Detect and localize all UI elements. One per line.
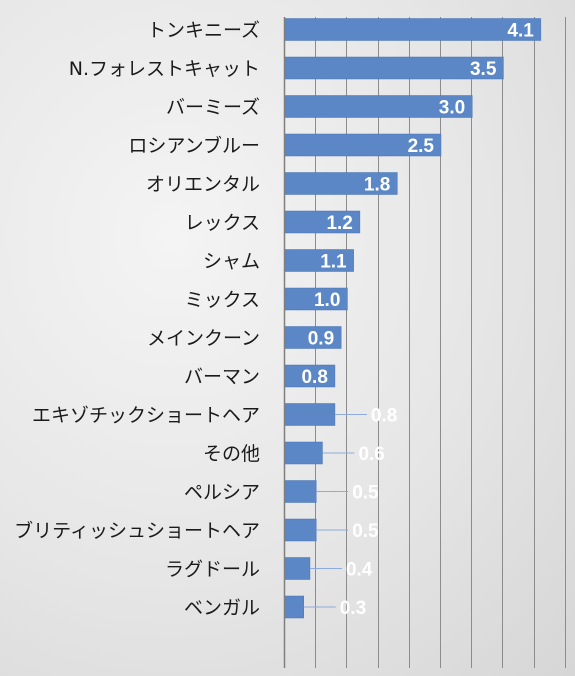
- value-labels: 4.1 3.53.02.5 1.8 1.2 1.1 1.0 0.9 0.8 0.8 0.6 0.5 0…: [301, 21, 534, 620]
- value-label: 3.5: [470, 59, 497, 80]
- category-label: ベンガル: [184, 597, 260, 619]
- bar: [284, 441, 323, 465]
- category-label: オリエンタル: [146, 174, 260, 196]
- value-label: 2.5: [408, 136, 435, 157]
- value-label: 0.8: [371, 406, 397, 427]
- bar: [284, 557, 311, 580]
- category-label: ロシアンブルー: [128, 134, 260, 157]
- category-label: ペルシア: [184, 482, 260, 504]
- bar: [284, 403, 336, 426]
- value-label: 0.5: [352, 483, 379, 504]
- leader-lines: [303, 414, 367, 608]
- category-label: レックス: [185, 212, 260, 234]
- category-label: N.フォレストキャット: [69, 58, 260, 80]
- value-label: 0.8: [301, 367, 327, 388]
- category-label: トンキニーズ: [147, 20, 260, 42]
- value-label: 0.9: [308, 329, 334, 350]
- bar: [284, 595, 304, 619]
- category-label: メインクーン: [147, 328, 260, 350]
- category-label: その他: [203, 443, 260, 465]
- category-label: バーミーズ: [166, 97, 260, 119]
- value-label: 1.8: [364, 175, 390, 196]
- value-label: 1.0: [314, 290, 340, 311]
- category-label: バーマン: [184, 366, 260, 388]
- bar: [284, 18, 542, 41]
- category-label: ラグドール: [165, 559, 260, 581]
- grid-lines: [315, 17, 566, 668]
- value-label: 0.4: [346, 560, 373, 581]
- value-label: 1.1: [320, 252, 347, 273]
- category-label: シャム: [203, 251, 260, 273]
- category-label: エキゾチックショートヘア: [32, 405, 260, 427]
- value-label: 0.3: [340, 598, 366, 619]
- value-label: 3.0: [439, 98, 465, 119]
- value-label: 0.5: [352, 521, 379, 542]
- category-label: ミックス: [185, 289, 260, 311]
- bar: [284, 518, 317, 542]
- bar: [284, 480, 317, 503]
- value-label: 1.2: [326, 213, 352, 234]
- value-label: 4.1: [507, 21, 534, 42]
- value-label: 0.6: [358, 444, 384, 465]
- category-label: ブリティッシュショートヘア: [14, 519, 260, 542]
- category-labels: トンキニーズ N.フォレストキャットバーミーズロシアンブルーオリエンタルレックスシ…: [14, 20, 260, 620]
